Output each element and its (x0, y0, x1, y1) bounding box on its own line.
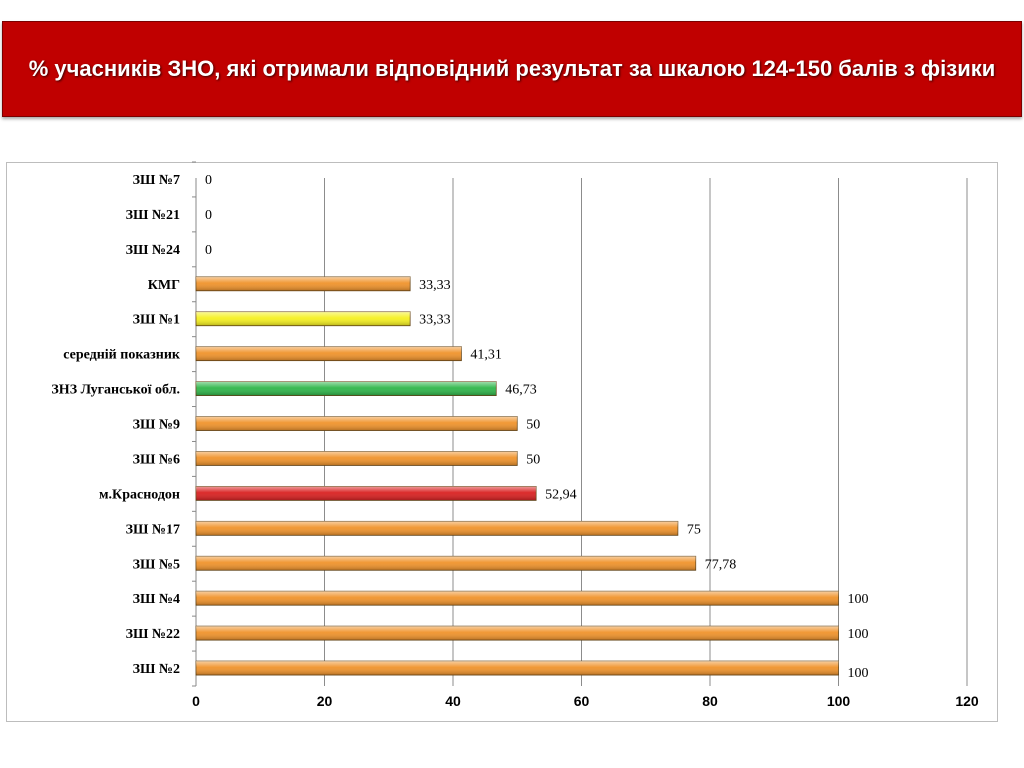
bar-highlight (196, 311, 411, 326)
value-label: 0 (205, 243, 212, 258)
category-label: КМГ (148, 278, 180, 293)
value-label: 41,31 (470, 348, 502, 363)
bar-highlight (196, 626, 839, 641)
bar-highlight (196, 591, 839, 606)
value-label: 33,33 (419, 278, 451, 293)
value-label: 100 (848, 592, 869, 607)
category-label: ЗШ №1 (133, 313, 180, 328)
category-label: ЗШ №7 (133, 173, 180, 188)
x-tick-label: 120 (955, 693, 979, 709)
value-label: 52,94 (545, 487, 577, 502)
page-title: % учасників ЗНО, які отримали відповідни… (28, 56, 996, 81)
value-label: 75 (687, 522, 701, 537)
x-tick-label: 100 (827, 693, 851, 709)
value-label: 46,73 (505, 383, 536, 398)
category-label: ЗШ №5 (133, 557, 180, 572)
x-tick-label: 0 (192, 693, 200, 709)
category-label: ЗШ №2 (133, 662, 180, 677)
bar-highlight (196, 521, 678, 536)
category-label: ЗШ №6 (133, 452, 180, 467)
value-label: 0 (205, 208, 212, 223)
value-label: 50 (526, 418, 540, 433)
value-label: 33,33 (419, 313, 451, 328)
category-label: середній показник (63, 348, 181, 363)
bars (195, 276, 839, 676)
category-label: ЗШ №21 (126, 208, 180, 223)
title-banner: % учасників ЗНО, які отримали відповідни… (2, 21, 1022, 117)
bar-highlight (196, 661, 839, 676)
bar-highlight (196, 276, 411, 291)
value-label: 77,78 (705, 557, 737, 572)
category-label: ЗНЗ Луганської обл. (51, 383, 180, 398)
value-label: 50 (526, 452, 540, 467)
x-tick-label: 40 (445, 693, 461, 709)
bar-highlight (196, 451, 518, 466)
x-tick-label: 20 (317, 693, 333, 709)
category-label: ЗШ №4 (133, 592, 180, 607)
bar-highlight (196, 416, 518, 431)
category-label: ЗШ №17 (126, 522, 180, 537)
category-label: м.Краснодон (99, 487, 180, 502)
x-tick-label: 60 (574, 693, 590, 709)
category-label: ЗШ №9 (133, 418, 180, 433)
x-tick-label: 80 (702, 693, 718, 709)
bar-highlight (196, 346, 462, 361)
bar-highlight (196, 486, 537, 501)
value-label: 100 (848, 627, 869, 642)
bar-highlight (196, 381, 497, 396)
value-label: 0 (205, 173, 212, 188)
bar-highlight (196, 556, 696, 571)
category-label: ЗШ №22 (126, 627, 180, 642)
labels: 0 20 40 60 80 100 120 ЗШ №7 0 ЗШ №21 0 ЗШ №24 0 КМГ 33… (51, 173, 978, 709)
category-label: ЗШ №24 (126, 243, 180, 258)
value-label: 100 (848, 666, 869, 681)
